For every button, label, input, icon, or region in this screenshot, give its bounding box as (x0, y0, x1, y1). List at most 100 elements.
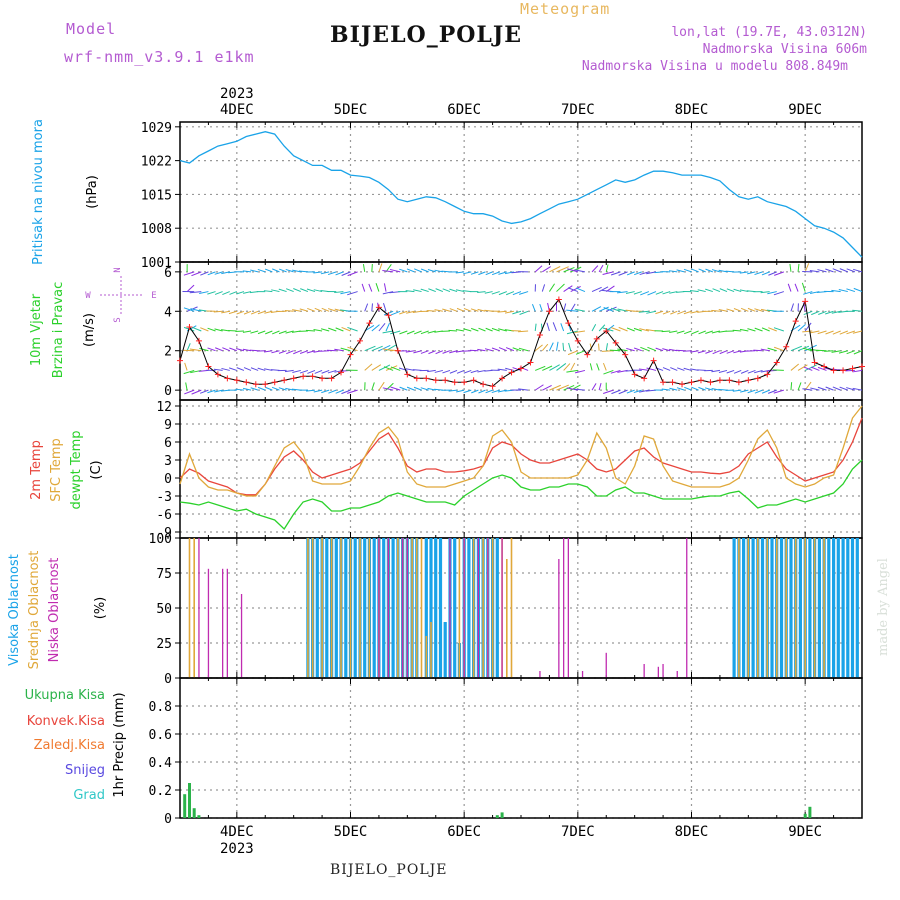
wind-arrow (435, 288, 444, 293)
precipitation-ytick-label: 0.4 (149, 756, 173, 771)
wind-speed-marker (252, 381, 259, 388)
wind-arrow (768, 271, 777, 276)
wind-arrow (371, 303, 373, 312)
wind-arrow (406, 310, 415, 314)
wind-arrow (478, 271, 486, 276)
wind-arrow (712, 350, 721, 355)
wind-arrow (531, 303, 536, 312)
day-label-top: 7DEC (561, 102, 595, 118)
wind-arrow (719, 288, 728, 293)
wind-arrow (448, 389, 458, 392)
wind-speed-marker (726, 377, 733, 384)
wind-arrow (802, 347, 813, 352)
wind-panel: 0 2 4 6 10m Vjetar Brzina i Pravac (m/s) N S W E (29, 261, 865, 401)
wind-arrow (698, 386, 706, 391)
wind-arrow (200, 271, 209, 276)
wind-arrow (371, 345, 383, 352)
wind-arrow (733, 369, 742, 374)
wind-arrow (449, 308, 458, 312)
wind-arrow (512, 367, 522, 371)
wind-arrow (518, 330, 529, 333)
wind-arrow (383, 366, 394, 371)
wind-arrow (563, 285, 573, 292)
dewpt-ylabel: dewpt Temp (69, 430, 84, 509)
wind-arrow (229, 347, 238, 352)
high-cloud-bar (453, 538, 457, 678)
wind-arrow (257, 268, 266, 273)
wind-arrow (406, 386, 415, 391)
wind-arrow (669, 348, 678, 352)
wind-arrow (838, 288, 848, 293)
low-cloud-bar (487, 538, 489, 678)
wind-arrow (712, 288, 721, 293)
wind-speed-marker (565, 320, 572, 327)
high-cloud-bar (832, 538, 836, 678)
wind-arrow (485, 389, 493, 394)
wind-arrow (574, 369, 586, 374)
wind-speed-marker (205, 363, 212, 370)
conv-precip-label: Konvek.Kisa (27, 714, 105, 729)
wind-arrow (646, 271, 657, 275)
wind-arrow (534, 344, 543, 352)
wind-arrow (191, 326, 202, 332)
cloud-ytick-label: 75 (156, 567, 172, 582)
pressure-unit: (hPa) (85, 175, 100, 209)
pressure-ytick-label: 1001 (141, 256, 172, 271)
precipitation-ytick-label: 0 (164, 812, 172, 827)
wind-arrow (726, 369, 735, 374)
wind-arrow (832, 268, 841, 273)
wind-arrow (645, 389, 657, 392)
hail-label: Grad (73, 788, 105, 803)
cloud-panel: 0 25 50 75 100 Visoka Oblacnost Srednja Oblacn… (7, 532, 863, 687)
wind-arrow (505, 347, 515, 352)
wind-arrow (186, 284, 195, 292)
wind-arrow (371, 263, 373, 272)
high-cloud-bar (817, 538, 821, 678)
day-label-bottom: 9DEC (788, 824, 822, 840)
wind-arrow (235, 330, 244, 333)
wind-arrow (853, 350, 862, 355)
wind-arrow (570, 286, 581, 293)
wind-arrow (484, 291, 493, 294)
wind-arrow (633, 389, 642, 394)
wind-arrow (541, 343, 549, 352)
wind-arrow (846, 387, 856, 391)
wind-arrow (347, 346, 358, 352)
wind-arrow (504, 310, 514, 314)
wind-arrow (184, 362, 188, 371)
wind-speed-marker (697, 377, 704, 384)
wind-arrow (809, 269, 820, 273)
wind-arrow (236, 367, 245, 371)
pressure-panel: 1001 1008 1015 1022 1029 Pritisak na nivou mo… (31, 119, 863, 271)
wind-arrow (568, 342, 572, 351)
wind-arrow (562, 342, 565, 351)
wind-arrow (229, 291, 238, 295)
wind-arrow (434, 309, 443, 312)
mid-cloud-bar (188, 538, 191, 678)
wind-arrow (405, 290, 415, 293)
temperature-unit: (C) (89, 460, 104, 479)
wind-arrow (740, 389, 749, 393)
wind-arrow (846, 288, 856, 293)
wind-arrow (747, 369, 756, 374)
wind-arrow (341, 271, 351, 276)
wind-arrow (335, 389, 344, 394)
wind-arrow (257, 330, 266, 335)
wind-arrow (539, 303, 543, 312)
wind-arrow (390, 310, 401, 316)
wind-arrow (567, 350, 579, 356)
wind-arrow (347, 271, 358, 277)
year-label-top: 2023 (220, 86, 254, 102)
wind-arrow (839, 330, 848, 335)
wind-arrow (566, 369, 578, 373)
wind-arrow (574, 330, 586, 334)
wind-arrow (661, 388, 671, 391)
wind-arrow (250, 310, 259, 315)
precipitation-ytick-label: 0.6 (149, 728, 172, 743)
wind-arrow (574, 269, 586, 273)
wind-speed-marker (195, 337, 202, 344)
wind-arrow (711, 330, 721, 334)
wind-arrow (477, 348, 486, 352)
wind-arrow (389, 268, 401, 273)
